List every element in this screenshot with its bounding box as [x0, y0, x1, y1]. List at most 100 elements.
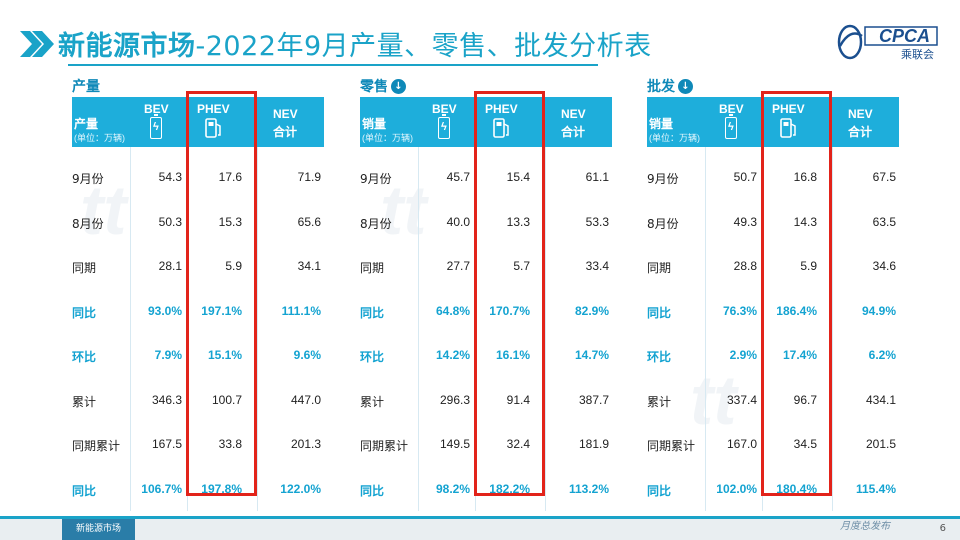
cell-bev: 102.0%: [716, 481, 757, 496]
logo-name: CPCA: [878, 26, 930, 46]
header-phev: PHEV: [772, 97, 822, 147]
background-watermark: tt: [690, 361, 737, 439]
cpca-emblem-icon: [837, 24, 863, 60]
row-label: 环比: [360, 350, 385, 364]
cell-phev: 186.4%: [776, 303, 817, 318]
header-nev: NEV 合计: [269, 97, 319, 147]
title-rest: -2022年9月产量、零售、批发分析表: [195, 31, 652, 62]
cell-phev: 16.8: [793, 170, 817, 184]
table-row: 同比 76.3% 186.4% 94.9%: [647, 289, 899, 333]
header-bev-label: BEV: [719, 102, 744, 116]
footer-nav: 新能源市场 月度总发布 6: [0, 516, 960, 540]
cell-nev: 53.3: [585, 214, 609, 229]
row-label: 同期累计: [360, 439, 409, 453]
cell-phev: 180.4%: [776, 481, 817, 496]
cell-phev: 197.1%: [201, 303, 242, 318]
download-arrow-icon: ↓: [678, 78, 693, 94]
cell-phev: 17.6: [218, 170, 242, 184]
cell-bev: 2.9%: [729, 348, 757, 362]
fuel-pump-charger-icon: [780, 118, 796, 138]
table-row: 同比 102.0% 180.4% 115.4%: [647, 467, 899, 511]
table-header: [72, 97, 324, 147]
cell-bev: 98.2%: [435, 481, 470, 496]
cell-nev: 111.1%: [281, 303, 321, 318]
cell-phev: 34.5: [793, 437, 817, 451]
download-arrow-icon: ↓: [391, 78, 406, 94]
column-separator: [832, 147, 833, 511]
table-row: 同期累计 167.0 34.5 201.5: [647, 422, 899, 466]
cell-bev: 50.7: [733, 170, 757, 184]
header-phev: PHEV: [197, 97, 247, 147]
row-label: 同比: [360, 305, 385, 320]
table-row: 环比 2.9% 17.4% 6.2%: [647, 333, 899, 377]
table-row: 累计 296.3 91.4 387.7: [360, 378, 612, 422]
battery-icon: ϟ: [725, 114, 737, 139]
cell-nev: 71.9: [297, 170, 321, 184]
row-label: 同比: [647, 483, 672, 498]
cell-phev: 5.9: [800, 259, 817, 273]
cell-nev: 63.5: [872, 214, 896, 229]
phev-highlight-box: [474, 91, 545, 496]
logo-sub: 乘联会: [901, 48, 934, 61]
row-label: 8月份: [72, 216, 104, 231]
cell-nev: 34.6: [872, 259, 896, 273]
section-label-text: 产量: [72, 79, 100, 95]
page-title: 新能源市场-2022年9月产量、零售、批发分析表: [58, 24, 652, 63]
section-label-text: 零售: [360, 79, 388, 95]
cell-bev: 167.5: [151, 437, 182, 451]
section-label-text: 批发: [647, 79, 675, 95]
cell-phev: 5.7: [513, 259, 530, 273]
battery-icon: ϟ: [150, 114, 162, 139]
cell-bev: 106.7%: [141, 481, 182, 496]
header-phev-label: PHEV: [485, 102, 518, 116]
table-row: 同比 98.2% 182.2% 113.2%: [360, 467, 612, 511]
header-unit: (单位：万辆): [74, 133, 125, 143]
cell-nev: 65.6: [297, 214, 321, 229]
cell-bev: 149.5: [439, 437, 470, 451]
title-bold: 新能源市场: [58, 31, 196, 62]
row-label: 累计: [647, 394, 672, 409]
table-row: 8月份 50.3 15.3 65.6: [72, 200, 324, 244]
section-label: 批发 ↓: [647, 76, 693, 96]
header-metric-label: 产量: [74, 117, 99, 131]
cell-phev: 13.3: [506, 214, 530, 229]
cell-bev: 64.8%: [435, 303, 470, 318]
double-chevron-icon: [18, 26, 58, 62]
table-row: 9月份 54.3 17.6 71.9: [72, 155, 324, 199]
row-label: 累计: [72, 394, 97, 409]
table-row: 同期累计 149.5 32.4 181.9: [360, 422, 612, 466]
cell-phev: 91.4: [506, 392, 530, 407]
section-label: 产量: [72, 76, 100, 96]
cell-nev: 201.5: [865, 437, 896, 451]
cell-bev: 49.3: [733, 214, 757, 229]
header-bev-label: BEV: [432, 102, 457, 116]
table-row: 同期 28.1 5.9 34.1: [72, 244, 324, 288]
cpca-wordmark-box: [864, 26, 938, 46]
header-phev: PHEV: [485, 97, 535, 147]
cell-nev: 6.2%: [868, 348, 896, 362]
table-header: [360, 97, 612, 147]
header-nev-label: NEV: [848, 107, 873, 121]
cell-phev: 14.3: [793, 214, 817, 229]
row-label: 同比: [72, 483, 97, 498]
cell-nev: 113.2%: [568, 481, 609, 496]
header-unit: (单位：万辆): [649, 133, 700, 143]
section-label: 零售 ↓: [360, 76, 406, 96]
phev-highlight-box: [186, 91, 257, 496]
header-nev-sub: 合计: [848, 125, 873, 139]
cell-nev: 434.1: [865, 392, 896, 407]
table-row: 环比 14.2% 16.1% 14.7%: [360, 333, 612, 377]
footer-tab-active[interactable]: 新能源市场: [62, 519, 136, 540]
header-bev: BEV ϟ: [142, 97, 182, 147]
header-nev-label: NEV: [561, 107, 586, 121]
row-label: 同期: [647, 261, 672, 275]
row-label: 累计: [360, 394, 385, 409]
header-nev-sub: 合计: [273, 125, 298, 139]
cell-nev: 447.0: [290, 392, 321, 407]
cell-bev: 54.3: [158, 170, 182, 184]
cell-nev: 82.9%: [574, 303, 609, 318]
cell-nev: 115.4%: [855, 481, 896, 496]
table-row: 同比 64.8% 170.7% 82.9%: [360, 289, 612, 333]
row-label: 同比: [360, 483, 385, 498]
table-row: 同期累计 167.5 33.8 201.3: [72, 422, 324, 466]
